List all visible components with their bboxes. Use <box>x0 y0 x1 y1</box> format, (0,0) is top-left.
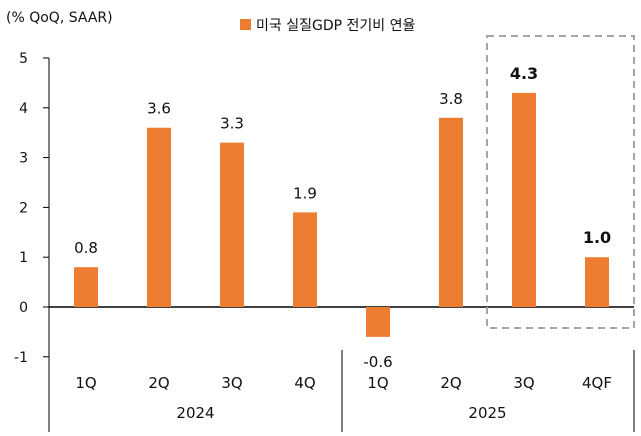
data-label: 1.9 <box>293 184 317 202</box>
year-group-label: 2024 <box>176 404 214 422</box>
legend-swatch <box>240 19 251 30</box>
data-label: 3.3 <box>220 115 244 133</box>
category-label: 1Q <box>75 374 96 392</box>
year-group-label: 2025 <box>468 404 506 422</box>
data-label: 3.6 <box>147 100 171 118</box>
bar <box>585 257 609 307</box>
bar <box>74 267 98 307</box>
y-tick-label: 2 <box>19 200 28 216</box>
category-label: 3Q <box>221 374 242 392</box>
category-label: 2Q <box>148 374 169 392</box>
data-label: -0.6 <box>363 353 392 371</box>
y-tick-label: 1 <box>19 250 28 266</box>
data-label: 4.3 <box>510 64 538 83</box>
bar <box>366 307 390 337</box>
bar <box>147 127 171 307</box>
category-label: 3Q <box>513 374 534 392</box>
y-tick-label: 3 <box>19 151 28 167</box>
y-tick-label: 4 <box>19 101 28 117</box>
y-tick-label: 5 <box>19 51 28 67</box>
category-label: 4QF <box>582 374 612 392</box>
bar <box>439 117 463 307</box>
category-label: 1Q <box>367 374 388 392</box>
data-label: 3.8 <box>439 90 463 108</box>
category-label: 4Q <box>294 374 315 392</box>
data-label: 0.8 <box>74 239 98 257</box>
bar <box>512 92 536 307</box>
unit-label: (% QoQ, SAAR) <box>6 10 113 26</box>
highlight-box <box>486 35 635 329</box>
category-label: 2Q <box>440 374 461 392</box>
y-tick-label: -1 <box>14 350 28 366</box>
data-label: 1.0 <box>583 228 611 247</box>
legend-label: 미국 실질GDP 전기비 연율 <box>256 18 415 34</box>
y-tick-label: 0 <box>19 300 28 316</box>
bar <box>220 142 244 307</box>
bar <box>293 212 317 307</box>
